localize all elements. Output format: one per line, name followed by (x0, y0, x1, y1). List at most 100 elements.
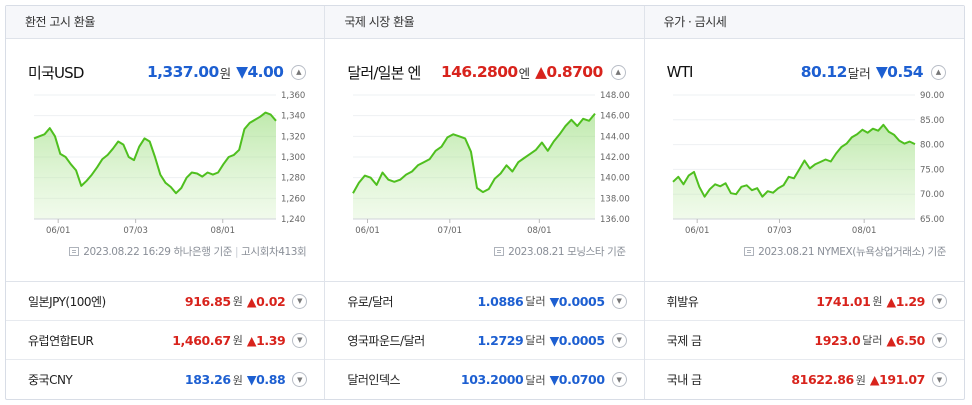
y-tick-label: 1,240 (281, 215, 305, 225)
item-unit: 원 (232, 373, 243, 387)
source-line: 2023.08.21 모닝스타 기준 (494, 244, 626, 259)
chevron-down-icon[interactable]: ▼ (931, 293, 947, 309)
item-value: 916.85 (184, 293, 231, 309)
x-tick-label: 06/01 (685, 226, 710, 236)
headline-name[interactable]: 미국USD (28, 63, 84, 82)
usd-chart: 1,360 1,340 1,320 1,300 1,280 1,260 1,240 06/01… (33, 91, 305, 236)
list-item[interactable]: 영국파운드/달러 1.2729 달러 ▼0.0005 ▼ (325, 321, 644, 360)
chevron-down-icon[interactable]: ▼ (292, 332, 308, 348)
item-change: ▼0.0005 (549, 332, 605, 348)
panel-main: WTI 80.12 달러 ▼0.54 ▲ 90.00 85.00 80.00 75.0… (645, 39, 964, 281)
item-change: ▲1.29 (886, 293, 926, 309)
chevron-up-icon[interactable]: ▲ (291, 64, 307, 80)
item-unit: 달러 (862, 334, 883, 347)
item-name: 유럽연합EUR (28, 333, 94, 348)
y-tick-label: 140.00 (600, 174, 630, 184)
item-name: 휘발유 (666, 294, 699, 309)
list-item[interactable]: 휘발유 1741.01 원 ▲1.29 ▼ (644, 282, 964, 321)
usd-jpy-chart: 148.00 146.00 144.00 142.00 140.00 138.00 136.… (352, 91, 630, 236)
list-item[interactable]: 유로/달러 1.0886 달러 ▼0.0005 ▼ (325, 282, 644, 321)
panel-title[interactable]: 국제 시장 환율 (325, 6, 644, 39)
source-provider: NYMEX(뉴욕상업거래소) 기준 (817, 246, 946, 258)
item-unit: 원 (232, 295, 243, 308)
list-item[interactable]: 국제 금 1923.0 달러 ▲6.50 ▼ (644, 321, 964, 360)
chart-line (33, 111, 277, 195)
item-value: 1,460.67 (172, 332, 231, 348)
item-unit: 원 (872, 295, 883, 308)
y-tick-label: 1,340 (281, 112, 305, 122)
y-tick-label: 1,280 (281, 174, 305, 184)
source-line: 2023.08.22 16:29 하나은행 기준 | 고시회차413회 (69, 244, 307, 259)
source-date: 2023.08.21 (758, 245, 815, 258)
item-name: 달러인덱스 (347, 373, 401, 387)
y-tick-label: 1,300 (281, 153, 305, 163)
headline-name[interactable]: WTI (666, 63, 694, 81)
source-extra: 고시회차413회 (241, 246, 307, 258)
x-tick-label: 08/01 (211, 226, 236, 236)
headline-name[interactable]: 달러/일본 엔 (347, 63, 421, 82)
item-unit: 달러 (525, 334, 546, 347)
list-item[interactable]: 일본JPY(100엔) 916.85 원 ▲0.02 ▼ (6, 282, 325, 321)
y-tick-label: 148.00 (600, 91, 630, 101)
y-tick-label: 85.00 (920, 116, 944, 126)
item-change: ▲191.07 (869, 372, 925, 387)
panel-title[interactable]: 유가 · 금시세 (644, 6, 964, 39)
currency-list: 일본JPY(100엔) 916.85 원 ▲0.02 ▼ 유럽연합EUR 1,4… (6, 281, 325, 399)
headline-unit: 엔 (518, 65, 531, 81)
headline-value: 146.2800 (441, 63, 518, 81)
chevron-up-icon[interactable]: ▲ (930, 64, 946, 80)
list-item[interactable]: 중국CNY 183.26 원 ▼0.88 ▼ (6, 360, 324, 399)
headline-row[interactable]: WTI 80.12 달러 ▼0.54 ▲ (667, 61, 946, 83)
list-item[interactable]: 국내 금 81622.86 원 ▲191.07 ▼ (645, 360, 964, 399)
panel-oil-gold: 유가 · 금시세 WTI 80.12 달러 ▼0.54 ▲ 90.00 85.00… (644, 6, 964, 399)
item-change: ▼0.0005 (549, 293, 605, 309)
item-unit: 원 (855, 373, 866, 387)
headline-change: ▼0.54 (875, 63, 924, 81)
item-unit: 달러 (525, 373, 546, 387)
list-item[interactable]: 달러인덱스 103.2000 달러 ▼0.0700 ▼ (325, 360, 643, 399)
y-tick-label: 1,360 (281, 91, 305, 101)
y-tick-label: 90.00 (920, 91, 944, 101)
document-icon (494, 247, 505, 256)
chevron-down-icon[interactable]: ▼ (611, 372, 627, 387)
wti-chart: 90.00 85.00 80.00 75.00 70.00 65.00 06/01 07/03… (671, 91, 944, 236)
chevron-up-icon[interactable]: ▲ (610, 64, 626, 80)
y-tick-label: 146.00 (600, 112, 630, 122)
panel-intl-market: 국제 시장 환율 달러/일본 엔 146.2800 엔 ▲0.8700 ▲ 14… (325, 6, 645, 399)
chevron-down-icon[interactable]: ▼ (292, 372, 308, 387)
headline-row[interactable]: 미국USD 1,337.00 원 ▼4.00 ▲ (28, 61, 307, 83)
chart-line (352, 112, 597, 194)
chevron-down-icon[interactable]: ▼ (292, 293, 308, 309)
chevron-down-icon[interactable]: ▼ (931, 372, 947, 387)
item-name: 일본JPY(100엔) (28, 294, 106, 309)
item-value: 1741.01 (816, 293, 871, 309)
x-tick-label: 07/03 (767, 226, 792, 236)
y-tick-label: 70.00 (920, 190, 944, 200)
x-tick-label: 07/03 (123, 226, 148, 236)
item-name: 국제 금 (666, 333, 702, 348)
commodity-list: 휘발유 1741.01 원 ▲1.29 ▼ 국제 금 1923.0 달러 ▲6.… (644, 281, 964, 399)
x-tick-label: 08/01 (852, 226, 877, 236)
chevron-down-icon[interactable]: ▼ (611, 332, 627, 348)
list-item[interactable]: 유럽연합EUR 1,460.67 원 ▲1.39 ▼ (6, 321, 325, 360)
x-tick-label: 06/01 (356, 226, 381, 236)
chevron-down-icon[interactable]: ▼ (611, 293, 627, 309)
y-tick-label: 1,320 (281, 132, 305, 142)
item-name: 중국CNY (28, 373, 73, 387)
headline-change: ▲0.8700 (535, 63, 603, 81)
separator: | (235, 245, 239, 258)
item-change: ▲0.02 (246, 293, 286, 309)
chart-area (672, 124, 915, 219)
y-tick-label: 136.00 (600, 215, 630, 225)
chevron-down-icon[interactable]: ▼ (931, 332, 947, 348)
item-value: 81622.86 (791, 372, 854, 387)
headline-value: 1,337.00 (146, 63, 219, 81)
headline-unit: 달러 (847, 65, 871, 81)
y-tick-label: 80.00 (920, 141, 944, 151)
x-tick-label: 07/01 (438, 226, 463, 236)
headline-row[interactable]: 달러/일본 엔 146.2800 엔 ▲0.8700 ▲ (347, 61, 626, 83)
item-value: 1.0886 (477, 293, 524, 309)
panel-title[interactable]: 환전 고시 환율 (6, 6, 325, 39)
source-provider: 모닝스타 기준 (567, 246, 626, 258)
x-tick-label: 06/01 (46, 226, 71, 236)
